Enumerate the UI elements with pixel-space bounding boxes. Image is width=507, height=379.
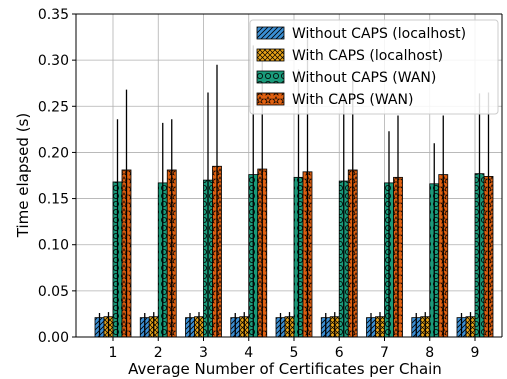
legend: Without CAPS (localhost) With CAPS (local… xyxy=(249,19,499,115)
legend-box xyxy=(249,19,499,115)
x-tick-label-4: 5 xyxy=(290,345,299,361)
y-tick-label-4: 0.20 xyxy=(38,145,69,161)
x-tick-label-5: 6 xyxy=(335,345,344,361)
legend-swatch-3 xyxy=(256,92,285,106)
x-tick-label-0: 1 xyxy=(109,345,118,361)
legend-swatch-2 xyxy=(256,70,285,84)
legend-label-3: With CAPS (WAN) xyxy=(292,92,413,108)
legend-label-0: Without CAPS (localhost) xyxy=(292,26,466,42)
y-tick-label-1: 0.05 xyxy=(38,284,69,300)
x-tick-label-6: 7 xyxy=(380,345,389,361)
legend-label-1: With CAPS (localhost) xyxy=(292,48,443,64)
x-tick-label-8: 9 xyxy=(471,345,480,361)
y-tick-label-5: 0.25 xyxy=(38,99,69,115)
y-tick-label-3: 0.15 xyxy=(38,192,69,208)
x-tick-label-1: 2 xyxy=(154,345,163,361)
y-tick-label-0: 0.00 xyxy=(38,330,69,346)
legend-label-2: Without CAPS (WAN) xyxy=(292,70,436,86)
axes xyxy=(75,13,503,338)
legend-swatch-1 xyxy=(256,48,285,62)
x-tick-label-7: 8 xyxy=(425,345,434,361)
y-tick-label-7: 0.35 xyxy=(38,7,69,23)
x-tick-label-3: 4 xyxy=(244,345,253,361)
x-axis-label: Average Number of Certificates per Chain xyxy=(128,360,442,378)
bars xyxy=(94,165,494,338)
y-tick-label-2: 0.10 xyxy=(38,238,69,254)
y-tick-label-6: 0.30 xyxy=(38,53,69,69)
ticks: 0.00 0.05 0.10 0.15 0.20 0.25 0.30 0.35 1 2 3 4 5 6 7 8… xyxy=(38,7,480,361)
x-tick-label-2: 3 xyxy=(199,345,208,361)
legend-swatch-0 xyxy=(256,26,285,40)
y-axis-label: Time elapsed (s) xyxy=(14,113,32,238)
